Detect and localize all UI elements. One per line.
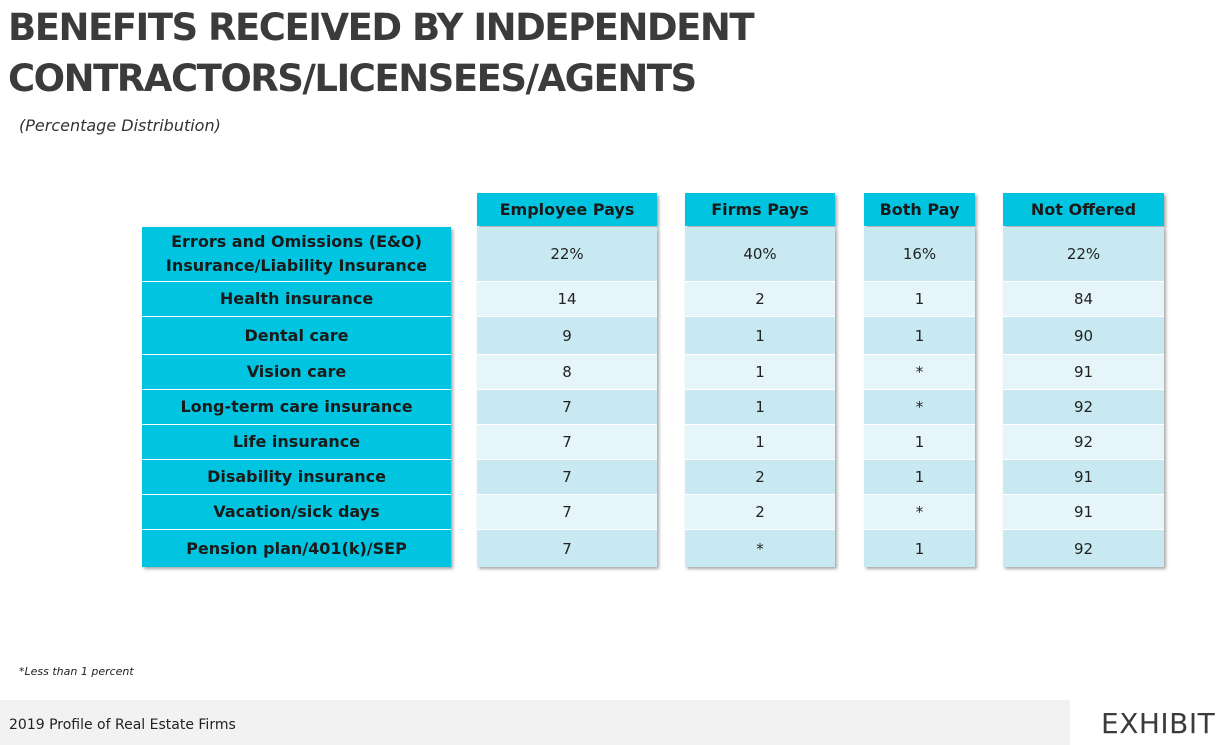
table-cell: 7: [477, 495, 657, 530]
table-cell: 90: [1003, 317, 1164, 355]
table-cell: 1: [864, 425, 975, 460]
table-cell: 1: [864, 317, 975, 355]
table-cell: 91: [1003, 460, 1164, 495]
table-cell: 1: [864, 530, 975, 567]
table-cell: 8: [477, 355, 657, 390]
not-offered-column: 22% 84 90 91 92 92 91 91 92: [1003, 227, 1164, 567]
column-header-not-offered: Not Offered: [1003, 193, 1164, 226]
table-cell: 1: [685, 390, 835, 425]
row-label-line-2: Insurance/Liability Insurance: [165, 256, 428, 275]
table-cell: 9: [477, 317, 657, 355]
table-cell: 1: [685, 425, 835, 460]
row-label: Dental care: [142, 317, 451, 355]
exhibit-label: EXHIBIT: [1101, 707, 1216, 740]
table-cell: 14: [477, 282, 657, 317]
table-cell: 92: [1003, 530, 1164, 567]
footer-bar: [0, 700, 1070, 745]
table-cell: 1: [864, 282, 975, 317]
table-cell: *: [685, 530, 835, 567]
table-cell: 2: [685, 282, 835, 317]
row-label: Disability insurance: [142, 460, 451, 495]
table-cell: 92: [1003, 390, 1164, 425]
employee-pays-column: 22% 14 9 8 7 7 7 7 7: [477, 227, 657, 567]
row-label: Vacation/sick days: [142, 495, 451, 530]
row-label: Life insurance: [142, 425, 451, 460]
table-cell: 92: [1003, 425, 1164, 460]
table-cell: 1: [864, 460, 975, 495]
table-cell: 22%: [477, 227, 657, 282]
table-cell: 2: [685, 460, 835, 495]
column-header-employee-pays: Employee Pays: [477, 193, 657, 226]
table-cell: *: [864, 495, 975, 530]
table-cell: 1: [685, 355, 835, 390]
footer-source: 2019 Profile of Real Estate Firms: [9, 717, 236, 733]
table-cell: 7: [477, 425, 657, 460]
row-label: Health insurance: [142, 282, 451, 317]
row-label: Long-term care insurance: [142, 390, 451, 425]
column-header-both-pay: Both Pay: [864, 193, 975, 226]
table-cell: 16%: [864, 227, 975, 282]
table-cell: 40%: [685, 227, 835, 282]
row-label: Errors and Omissions (E&O) Insurance/Lia…: [142, 227, 451, 282]
row-label: Pension plan/401(k)/SEP: [142, 530, 451, 567]
footnote: *Less than 1 percent: [19, 665, 134, 678]
table-cell: 1: [685, 317, 835, 355]
page-title: BENEFITS RECEIVED BY INDEPENDENT CONTRAC…: [8, 2, 755, 104]
table-cell: 91: [1003, 355, 1164, 390]
row-label-line-1: Errors and Omissions (E&O): [171, 232, 422, 251]
table-cell: *: [864, 390, 975, 425]
row-label: Vision care: [142, 355, 451, 390]
table-cell: 7: [477, 390, 657, 425]
title-line-2: CONTRACTORS/LICENSEES/AGENTS: [8, 57, 697, 100]
table-cell: 7: [477, 460, 657, 495]
table-cell: *: [864, 355, 975, 390]
title-line-1: BENEFITS RECEIVED BY INDEPENDENT: [8, 6, 755, 49]
column-header-firms-pays: Firms Pays: [685, 193, 835, 226]
firms-pays-column: 40% 2 1 1 1 1 2 2 *: [685, 227, 835, 567]
table-cell: 2: [685, 495, 835, 530]
row-labels-column: Errors and Omissions (E&O) Insurance/Lia…: [142, 227, 451, 567]
table-cell: 84: [1003, 282, 1164, 317]
both-pay-column: 16% 1 1 * * 1 1 * 1: [864, 227, 975, 567]
subtitle: (Percentage Distribution): [19, 116, 221, 135]
table-cell: 22%: [1003, 227, 1164, 282]
table-cell: 91: [1003, 495, 1164, 530]
table-cell: 7: [477, 530, 657, 567]
